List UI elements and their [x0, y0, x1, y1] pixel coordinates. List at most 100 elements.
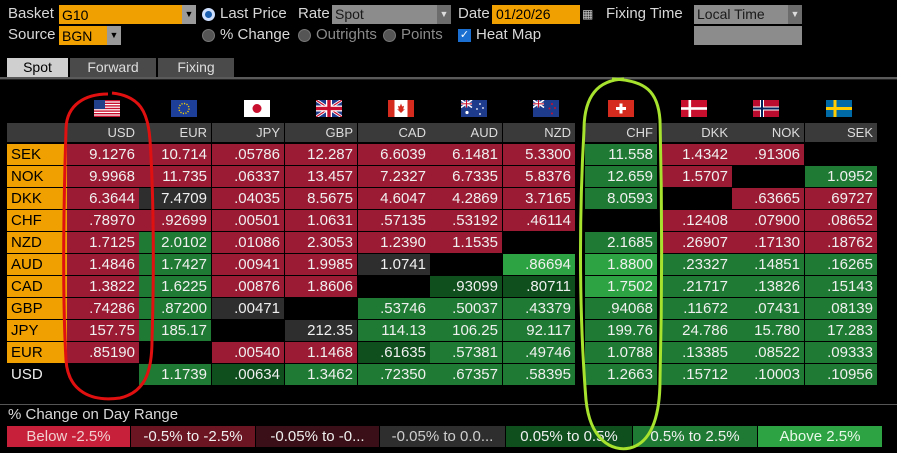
rate-cell[interactable]: 212.35 [285, 320, 357, 341]
rate-cell[interactable]: 1.8800 [585, 254, 657, 275]
rate-cell[interactable]: .61635 [358, 342, 430, 363]
basket-select[interactable]: G10 [59, 5, 182, 24]
outrights-radio[interactable] [298, 29, 311, 42]
row-label-aud[interactable]: AUD [7, 254, 67, 275]
rate-cell[interactable]: .80711 [503, 276, 575, 297]
rate-cell[interactable]: 92.117 [503, 320, 575, 341]
heat-map-label[interactable]: Heat Map [476, 26, 542, 43]
rate-cell[interactable]: .91306 [732, 144, 804, 165]
row-label-usd[interactable]: USD [7, 364, 67, 385]
column-header-usd[interactable]: USD [67, 123, 139, 142]
rate-cell[interactable]: .23327 [660, 254, 732, 275]
rate-cell[interactable]: .67357 [430, 364, 502, 385]
rate-cell[interactable]: .00501 [212, 210, 284, 231]
column-header-jpy[interactable]: JPY [212, 123, 284, 142]
outrights-label[interactable]: Outrights [316, 26, 377, 43]
column-header-nzd[interactable]: NZD [503, 123, 575, 142]
rate-cell[interactable]: .26907 [660, 232, 732, 253]
rate-cell[interactable]: 1.4846 [67, 254, 139, 275]
column-header-cad[interactable]: CAD [358, 123, 430, 142]
fixing-time-select[interactable]: Local Time [694, 5, 788, 24]
date-input[interactable]: 01/20/26 [492, 5, 580, 24]
rate-cell[interactable]: 4.2869 [430, 188, 502, 209]
rate-cell[interactable]: .57381 [430, 342, 502, 363]
rate-cell[interactable]: 1.0788 [585, 342, 657, 363]
points-radio[interactable] [383, 29, 396, 42]
rate-cell[interactable]: 1.7427 [139, 254, 211, 275]
rate-cell[interactable]: 1.7502 [585, 276, 657, 297]
pct-change-label[interactable]: % Change [220, 26, 291, 43]
row-label-nok[interactable]: NOK [7, 166, 67, 187]
rate-cell[interactable]: 24.786 [660, 320, 732, 341]
row-label-dkk[interactable]: DKK [7, 188, 67, 209]
rate-cell[interactable]: .16265 [805, 254, 877, 275]
source-select[interactable]: BGN [59, 26, 107, 45]
rate-cell[interactable]: .94068 [585, 298, 657, 319]
calendar-icon[interactable]: ▦ [582, 7, 594, 21]
rate-cell[interactable]: .13385 [660, 342, 732, 363]
rate-cell[interactable]: .57135 [358, 210, 430, 231]
rate-cell[interactable]: 1.6225 [139, 276, 211, 297]
chevron-down-icon[interactable]: ▼ [788, 5, 802, 24]
rate-cell[interactable]: 12.659 [585, 166, 657, 187]
rate-cell[interactable]: .85190 [67, 342, 139, 363]
rate-cell[interactable]: .72350 [358, 364, 430, 385]
rate-cell[interactable]: 5.3300 [503, 144, 575, 165]
rate-cell[interactable]: 1.3462 [285, 364, 357, 385]
rate-cell[interactable]: .11672 [660, 298, 732, 319]
rate-cell[interactable]: 157.75 [67, 320, 139, 341]
rate-cell[interactable]: 1.3822 [67, 276, 139, 297]
row-label-sek[interactable]: SEK [7, 144, 67, 165]
rate-cell[interactable]: 15.780 [732, 320, 804, 341]
rate-cell[interactable]: 106.25 [430, 320, 502, 341]
rate-cell[interactable]: .50037 [430, 298, 502, 319]
rate-cell[interactable]: .08139 [805, 298, 877, 319]
rate-cell[interactable]: 10.714 [139, 144, 211, 165]
heat-map-checkbox[interactable]: ✓ [458, 29, 471, 42]
rate-cell[interactable]: .14851 [732, 254, 804, 275]
rate-cell[interactable]: .10003 [732, 364, 804, 385]
rate-cell[interactable]: .58395 [503, 364, 575, 385]
rate-cell[interactable]: 1.7125 [67, 232, 139, 253]
rate-cell[interactable]: .09333 [805, 342, 877, 363]
rate-cell[interactable]: .06337 [212, 166, 284, 187]
chevron-down-icon[interactable]: ▼ [437, 5, 451, 24]
rate-cell[interactable]: 1.2390 [358, 232, 430, 253]
last-price-radio[interactable] [202, 8, 215, 21]
rate-cell[interactable]: 9.1276 [67, 144, 139, 165]
row-label-nzd[interactable]: NZD [7, 232, 67, 253]
rate-cell[interactable]: 13.457 [285, 166, 357, 187]
row-label-gbp[interactable]: GBP [7, 298, 67, 319]
rate-cell[interactable]: 17.283 [805, 320, 877, 341]
rate-cell[interactable]: .92699 [139, 210, 211, 231]
rate-cell[interactable]: 2.0102 [139, 232, 211, 253]
column-header-eur[interactable]: EUR [139, 123, 211, 142]
pct-change-radio[interactable] [202, 29, 215, 42]
rate-cell[interactable] [285, 298, 357, 319]
rate-cell[interactable]: 185.17 [139, 320, 211, 341]
rate-cell[interactable]: .63665 [732, 188, 804, 209]
rate-cell[interactable]: 1.0741 [358, 254, 430, 275]
rate-cell[interactable]: .10956 [805, 364, 877, 385]
rate-cell[interactable] [430, 254, 502, 275]
rate-cell[interactable]: 4.6047 [358, 188, 430, 209]
rate-cell[interactable]: 5.8376 [503, 166, 575, 187]
rate-cell[interactable] [212, 320, 284, 341]
rate-cell[interactable]: 6.7335 [430, 166, 502, 187]
rate-cell[interactable]: .53192 [430, 210, 502, 231]
rate-cell[interactable]: 3.7165 [503, 188, 575, 209]
rate-cell[interactable]: 8.0593 [585, 188, 657, 209]
column-header-dkk[interactable]: DKK [660, 123, 732, 142]
rate-cell[interactable]: 199.76 [585, 320, 657, 341]
last-price-label[interactable]: Last Price [220, 5, 287, 22]
rate-cell[interactable]: .15712 [660, 364, 732, 385]
rate-cell[interactable]: 1.1535 [430, 232, 502, 253]
rate-cell[interactable]: 7.2327 [358, 166, 430, 187]
rate-cell[interactable]: .69727 [805, 188, 877, 209]
rate-cell[interactable]: 11.735 [139, 166, 211, 187]
rate-cell[interactable]: .00876 [212, 276, 284, 297]
rate-cell[interactable]: .17130 [732, 232, 804, 253]
rate-cell[interactable] [660, 188, 732, 209]
rate-cell[interactable]: .08522 [732, 342, 804, 363]
rate-cell[interactable]: 1.2663 [585, 364, 657, 385]
